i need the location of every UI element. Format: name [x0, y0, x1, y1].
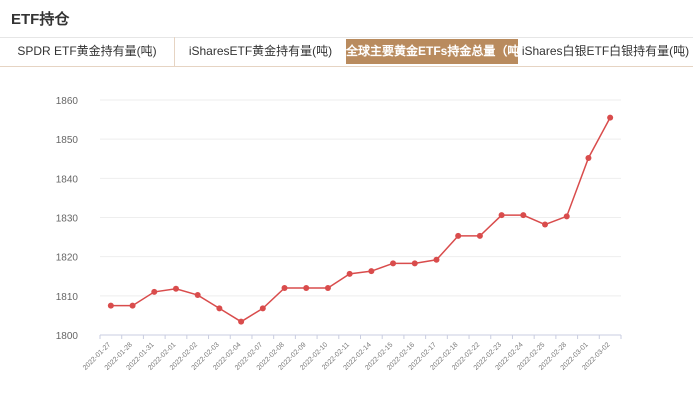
data-point [129, 302, 136, 309]
data-point [107, 302, 114, 309]
y-tick-label: 1810 [56, 292, 79, 303]
y-tick-label: 1840 [56, 174, 79, 185]
chart-container: 1800 1810 1820 1830 1840 1850 1860 2022-01-27 20… [0, 67, 693, 400]
y-tick-label: 1830 [56, 214, 79, 225]
data-point [238, 318, 245, 325]
y-tick-label: 1860 [56, 96, 79, 107]
data-point [585, 154, 592, 161]
data-point [151, 288, 158, 295]
data-point [607, 114, 614, 121]
section-title: ETF持仓 [11, 11, 70, 28]
data-point [303, 285, 310, 291]
data-point [346, 270, 353, 277]
y-tick-label: 1850 [56, 135, 79, 146]
data-point [455, 232, 462, 239]
data-point [498, 212, 505, 219]
section-header: ETF持仓 [0, 0, 693, 38]
data-point [563, 213, 570, 220]
data-point [542, 221, 549, 228]
series-line [110, 117, 611, 323]
tab-ishares-silver[interactable]: iShares白银ETF白银持有量(吨) [521, 44, 690, 58]
y-tick-label: 1800 [56, 331, 79, 342]
tab-bar: SPDR ETF黄金持有量(吨) iSharesETF黄金持有量(吨) 全球主要… [0, 37, 693, 67]
data-point [368, 268, 375, 275]
data-point [324, 285, 331, 291]
data-point [259, 305, 266, 312]
tab-spdr-gold[interactable]: SPDR ETF黄金持有量(吨) [0, 37, 175, 66]
data-point [520, 212, 527, 219]
data-point [433, 256, 440, 263]
tab-ishares-gold[interactable]: iSharesETF黄金持有量(吨) [188, 44, 333, 58]
data-point [216, 305, 223, 312]
data-point [194, 292, 201, 299]
y-tick-label: 1820 [56, 253, 79, 264]
data-point [172, 285, 179, 292]
data-point [281, 285, 288, 291]
data-point [476, 232, 483, 239]
tab-global-gold-etfs[interactable]: 全球主要黄金ETFs持金总量（吨） [346, 39, 518, 64]
data-point [390, 260, 397, 267]
line-chart: 18001810182018301840185018602022-01-2720… [56, 96, 622, 372]
data-point [411, 260, 418, 267]
